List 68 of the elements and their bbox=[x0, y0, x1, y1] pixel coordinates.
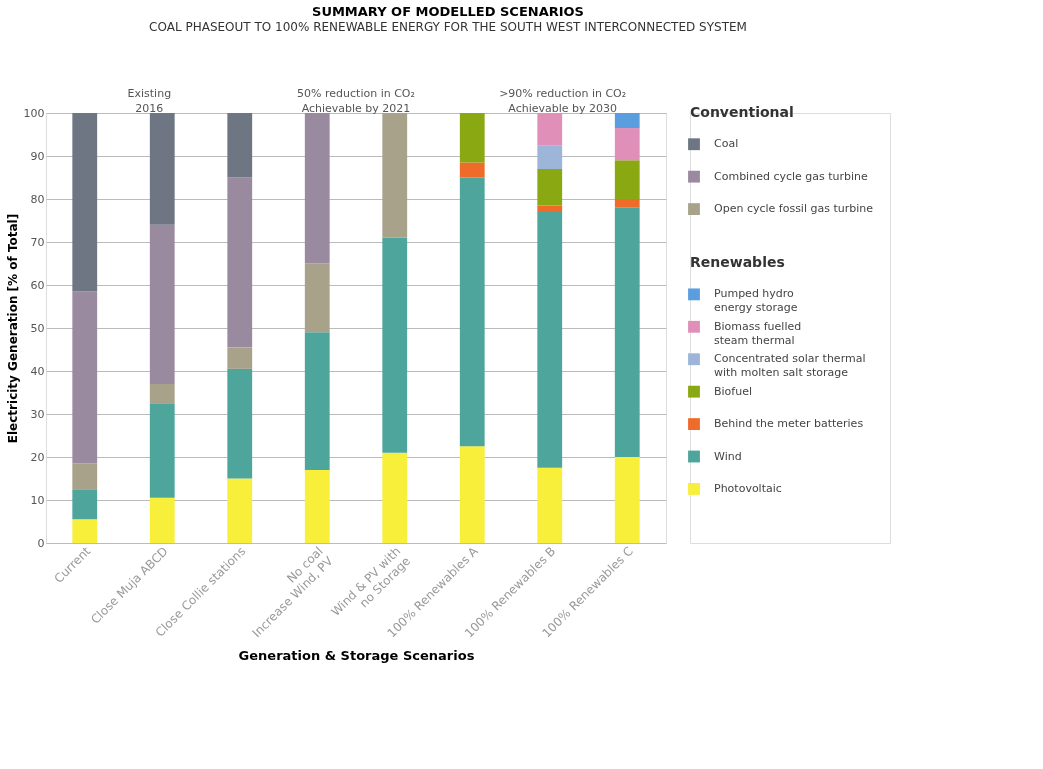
bar bbox=[149, 403, 175, 498]
bar bbox=[382, 113, 408, 238]
y-tick-label: 60 bbox=[30, 278, 45, 292]
x-axis-title: Generation & Storage Scenarios bbox=[238, 647, 475, 663]
bar bbox=[614, 199, 640, 208]
chart-title: SUMMARY OF MODELLED SCENARIOS bbox=[312, 3, 584, 19]
y-tick-label: 50 bbox=[30, 321, 45, 335]
y-tick-label: 90 bbox=[30, 149, 45, 163]
bar bbox=[614, 457, 640, 543]
bar bbox=[459, 113, 485, 163]
bar bbox=[72, 463, 98, 490]
legend-label: Concentrated solar thermal with molten salt storage bbox=[714, 352, 866, 380]
y-tick-label: 0 bbox=[37, 536, 45, 550]
bar bbox=[227, 113, 253, 178]
y-tick-label: 100 bbox=[23, 106, 45, 120]
bar bbox=[459, 177, 485, 447]
bar bbox=[304, 332, 330, 470]
chart-subtitle: COAL PHASEOUT TO 100% RENEWABLE ENERGY FOR THE SOUTH WEST INTERCONNECTED SYSTEM bbox=[149, 19, 747, 34]
bar bbox=[149, 224, 175, 384]
bar bbox=[614, 113, 640, 129]
bar bbox=[72, 489, 98, 520]
bar bbox=[459, 162, 485, 178]
text: Conventional bbox=[690, 104, 794, 120]
legend-label: Open cycle fossil gas turbine bbox=[714, 202, 874, 216]
bar bbox=[382, 452, 408, 543]
bar bbox=[149, 113, 175, 225]
bar bbox=[227, 177, 253, 348]
bar bbox=[614, 207, 640, 457]
y-tick-label: 80 bbox=[30, 192, 45, 206]
bar bbox=[537, 168, 563, 206]
bar bbox=[304, 263, 330, 333]
y-tick-label: 20 bbox=[30, 450, 45, 464]
bar bbox=[537, 467, 563, 543]
bar bbox=[537, 205, 563, 212]
bar bbox=[614, 128, 640, 161]
y-tick-label: 30 bbox=[30, 407, 45, 421]
bar bbox=[227, 347, 253, 369]
annotation: 50% reduction in CO₂ Achievable by 2021 bbox=[297, 87, 415, 115]
bar bbox=[304, 469, 330, 543]
bar bbox=[72, 291, 98, 464]
y-axis-title: Electricity Generation [% of Total] bbox=[5, 213, 20, 444]
bar bbox=[459, 446, 485, 543]
bar bbox=[227, 368, 253, 479]
annotation: >90% reduction in CO₂ Achievable by 2030 bbox=[499, 87, 627, 115]
bar bbox=[72, 519, 98, 543]
legend-label: Photovoltaic bbox=[714, 481, 782, 495]
legend-label: Pumped hydro energy storage bbox=[714, 287, 798, 315]
bar bbox=[537, 113, 563, 146]
y-tick-label: 10 bbox=[30, 493, 45, 507]
text: Renewables bbox=[690, 254, 785, 271]
annotation: Existing 2016 bbox=[127, 87, 172, 115]
legend-label: Biofuel bbox=[714, 384, 753, 398]
y-tick-label: 40 bbox=[30, 364, 45, 378]
y-tick-label: 70 bbox=[30, 235, 45, 249]
legend-label: Biomass fuelled steam thermal bbox=[714, 319, 802, 347]
bar bbox=[382, 237, 408, 453]
legend-label: Behind the meter batteries bbox=[714, 417, 864, 431]
legend-label: Combined cycle gas turbine bbox=[714, 169, 869, 183]
bar bbox=[227, 478, 253, 543]
bar bbox=[614, 160, 640, 199]
bar bbox=[72, 113, 98, 292]
bar bbox=[149, 497, 175, 543]
bar bbox=[149, 383, 175, 404]
legend-label: Coal bbox=[714, 137, 739, 151]
bar bbox=[537, 145, 563, 169]
bar bbox=[537, 211, 563, 468]
bar bbox=[304, 113, 330, 264]
legend-label: Wind bbox=[714, 449, 742, 463]
